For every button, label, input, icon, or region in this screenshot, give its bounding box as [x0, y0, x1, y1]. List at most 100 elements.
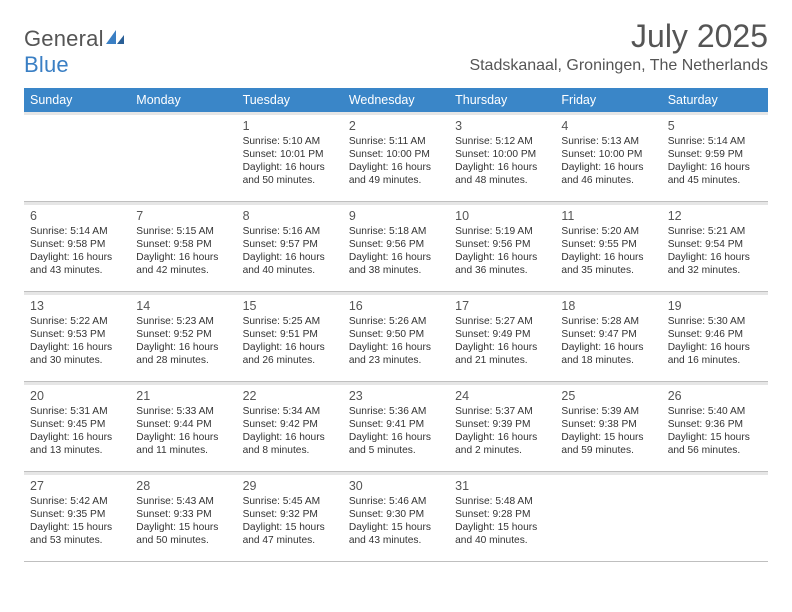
daylight-line: Daylight: 16 hours and 23 minutes. [349, 341, 443, 367]
sunset-line: Sunset: 9:42 PM [243, 418, 337, 431]
daylight-line: Daylight: 16 hours and 8 minutes. [243, 431, 337, 457]
sunset-line: Sunset: 9:44 PM [136, 418, 230, 431]
day-number: 23 [349, 388, 443, 404]
sunrise-line: Sunrise: 5:31 AM [30, 405, 124, 418]
day-number: 18 [561, 298, 655, 314]
day-cell: 5Sunrise: 5:14 AMSunset: 9:59 PMDaylight… [662, 115, 768, 201]
day-number: 30 [349, 478, 443, 494]
day-cell: 18Sunrise: 5:28 AMSunset: 9:47 PMDayligh… [555, 295, 661, 381]
day-cell: 8Sunrise: 5:16 AMSunset: 9:57 PMDaylight… [237, 205, 343, 291]
day-number: 16 [349, 298, 443, 314]
sunrise-line: Sunrise: 5:43 AM [136, 495, 230, 508]
sunset-line: Sunset: 9:55 PM [561, 238, 655, 251]
week-row: 6Sunrise: 5:14 AMSunset: 9:58 PMDaylight… [24, 205, 768, 292]
sunrise-line: Sunrise: 5:26 AM [349, 315, 443, 328]
day-number: 22 [243, 388, 337, 404]
day-number: 8 [243, 208, 337, 224]
sunset-line: Sunset: 9:59 PM [668, 148, 762, 161]
sunset-line: Sunset: 9:36 PM [668, 418, 762, 431]
day-number: 27 [30, 478, 124, 494]
day-number: 13 [30, 298, 124, 314]
sunrise-line: Sunrise: 5:19 AM [455, 225, 549, 238]
day-cell: 15Sunrise: 5:25 AMSunset: 9:51 PMDayligh… [237, 295, 343, 381]
brand-part2: Blue [24, 52, 69, 77]
daylight-line: Daylight: 16 hours and 50 minutes. [243, 161, 337, 187]
sunset-line: Sunset: 9:28 PM [455, 508, 549, 521]
daylight-line: Daylight: 15 hours and 59 minutes. [561, 431, 655, 457]
day-number: 29 [243, 478, 337, 494]
day-number: 31 [455, 478, 549, 494]
daylight-line: Daylight: 16 hours and 18 minutes. [561, 341, 655, 367]
day-cell: 6Sunrise: 5:14 AMSunset: 9:58 PMDaylight… [24, 205, 130, 291]
calendar-page: GeneralBlue July 2025 Stadskanaal, Groni… [0, 0, 792, 612]
day-number: 28 [136, 478, 230, 494]
calendar-grid: SundayMondayTuesdayWednesdayThursdayFrid… [24, 88, 768, 562]
sunrise-line: Sunrise: 5:33 AM [136, 405, 230, 418]
sunset-line: Sunset: 9:58 PM [136, 238, 230, 251]
sunrise-line: Sunrise: 5:28 AM [561, 315, 655, 328]
sunset-line: Sunset: 10:01 PM [243, 148, 337, 161]
sunset-line: Sunset: 9:32 PM [243, 508, 337, 521]
sunset-line: Sunset: 9:54 PM [668, 238, 762, 251]
daylight-line: Daylight: 15 hours and 53 minutes. [30, 521, 124, 547]
day-number: 21 [136, 388, 230, 404]
sunrise-line: Sunrise: 5:14 AM [30, 225, 124, 238]
day-cell-blank [662, 475, 768, 561]
sunset-line: Sunset: 9:46 PM [668, 328, 762, 341]
day-number: 14 [136, 298, 230, 314]
day-cell: 3Sunrise: 5:12 AMSunset: 10:00 PMDayligh… [449, 115, 555, 201]
day-cell: 14Sunrise: 5:23 AMSunset: 9:52 PMDayligh… [130, 295, 236, 381]
brand-logo: GeneralBlue [24, 26, 126, 78]
day-number: 25 [561, 388, 655, 404]
daylight-line: Daylight: 16 hours and 21 minutes. [455, 341, 549, 367]
sunrise-line: Sunrise: 5:45 AM [243, 495, 337, 508]
week-row: 20Sunrise: 5:31 AMSunset: 9:45 PMDayligh… [24, 385, 768, 472]
daylight-line: Daylight: 16 hours and 45 minutes. [668, 161, 762, 187]
day-cell: 28Sunrise: 5:43 AMSunset: 9:33 PMDayligh… [130, 475, 236, 561]
day-number: 1 [243, 118, 337, 134]
day-cell-blank [130, 115, 236, 201]
day-cell: 26Sunrise: 5:40 AMSunset: 9:36 PMDayligh… [662, 385, 768, 471]
daylight-line: Daylight: 16 hours and 13 minutes. [30, 431, 124, 457]
day-cell: 21Sunrise: 5:33 AMSunset: 9:44 PMDayligh… [130, 385, 236, 471]
daylight-line: Daylight: 16 hours and 43 minutes. [30, 251, 124, 277]
day-cell: 1Sunrise: 5:10 AMSunset: 10:01 PMDayligh… [237, 115, 343, 201]
sunrise-line: Sunrise: 5:46 AM [349, 495, 443, 508]
day-cell: 25Sunrise: 5:39 AMSunset: 9:38 PMDayligh… [555, 385, 661, 471]
day-cell: 4Sunrise: 5:13 AMSunset: 10:00 PMDayligh… [555, 115, 661, 201]
sunrise-line: Sunrise: 5:48 AM [455, 495, 549, 508]
daylight-line: Daylight: 16 hours and 28 minutes. [136, 341, 230, 367]
header: GeneralBlue July 2025 Stadskanaal, Groni… [24, 18, 768, 78]
daylight-line: Daylight: 16 hours and 42 minutes. [136, 251, 230, 277]
sunrise-line: Sunrise: 5:39 AM [561, 405, 655, 418]
sunrise-line: Sunrise: 5:21 AM [668, 225, 762, 238]
week-row: 27Sunrise: 5:42 AMSunset: 9:35 PMDayligh… [24, 475, 768, 562]
daylight-line: Daylight: 15 hours and 50 minutes. [136, 521, 230, 547]
week-row: 1Sunrise: 5:10 AMSunset: 10:01 PMDayligh… [24, 115, 768, 202]
sunrise-line: Sunrise: 5:36 AM [349, 405, 443, 418]
daylight-line: Daylight: 15 hours and 40 minutes. [455, 521, 549, 547]
day-cell: 16Sunrise: 5:26 AMSunset: 9:50 PMDayligh… [343, 295, 449, 381]
sunrise-line: Sunrise: 5:34 AM [243, 405, 337, 418]
sunrise-line: Sunrise: 5:10 AM [243, 135, 337, 148]
day-cell: 20Sunrise: 5:31 AMSunset: 9:45 PMDayligh… [24, 385, 130, 471]
weekday-header: Saturday [662, 88, 768, 112]
day-number: 4 [561, 118, 655, 134]
day-number: 15 [243, 298, 337, 314]
weekday-header: Thursday [449, 88, 555, 112]
daylight-line: Daylight: 15 hours and 47 minutes. [243, 521, 337, 547]
weekday-header: Monday [130, 88, 236, 112]
daylight-line: Daylight: 16 hours and 5 minutes. [349, 431, 443, 457]
sail-icon [104, 26, 126, 51]
sunrise-line: Sunrise: 5:37 AM [455, 405, 549, 418]
brand-part1: General [24, 26, 104, 51]
daylight-line: Daylight: 16 hours and 30 minutes. [30, 341, 124, 367]
sunrise-line: Sunrise: 5:20 AM [561, 225, 655, 238]
daylight-line: Daylight: 16 hours and 26 minutes. [243, 341, 337, 367]
daylight-line: Daylight: 16 hours and 49 minutes. [349, 161, 443, 187]
day-cell: 29Sunrise: 5:45 AMSunset: 9:32 PMDayligh… [237, 475, 343, 561]
sunset-line: Sunset: 9:56 PM [455, 238, 549, 251]
daylight-line: Daylight: 16 hours and 35 minutes. [561, 251, 655, 277]
daylight-line: Daylight: 16 hours and 32 minutes. [668, 251, 762, 277]
sunset-line: Sunset: 9:38 PM [561, 418, 655, 431]
